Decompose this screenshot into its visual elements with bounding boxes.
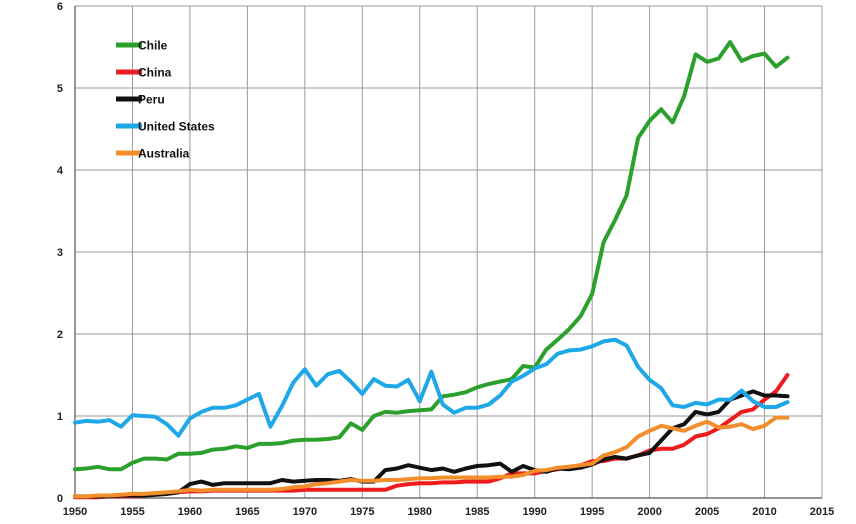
y-tick-label: 5 xyxy=(57,83,63,95)
legend: Chile China Peru United States Australia xyxy=(116,39,215,161)
x-tick-label: 2010 xyxy=(752,506,776,518)
legend-label-chile: Chile xyxy=(138,39,168,53)
series-line-united-states xyxy=(73,337,790,438)
legend-label-peru: Peru xyxy=(138,93,165,107)
axes xyxy=(74,6,822,499)
x-axis-ticks: 1950 1955 1960 1965 1970 1975 1980 1985 1990 1995… xyxy=(63,506,834,518)
x-tick-label: 1990 xyxy=(522,506,546,518)
x-tick-label: 1970 xyxy=(293,506,317,518)
x-tick-label: 2000 xyxy=(637,506,661,518)
grid xyxy=(74,5,823,499)
legend-label-australia: Australia xyxy=(138,147,190,161)
y-tick-label: 6 xyxy=(57,1,63,13)
y-axis-ticks: 0 1 2 3 4 5 6 xyxy=(57,1,64,505)
x-tick-label: 1975 xyxy=(350,506,374,518)
y-tick-label: 2 xyxy=(57,329,63,341)
y-tick-label: 1 xyxy=(57,411,63,423)
y-tick-label: 4 xyxy=(57,165,64,177)
x-tick-label: 2005 xyxy=(695,506,719,518)
y-tick-label: 0 xyxy=(57,493,63,505)
legend-label-united-states: United States xyxy=(138,120,215,134)
x-tick-label: 1995 xyxy=(580,506,604,518)
series-line-peru xyxy=(73,389,790,499)
x-tick-label: 1965 xyxy=(235,506,259,518)
x-tick-label: 1980 xyxy=(408,506,432,518)
x-tick-label: 1955 xyxy=(120,506,144,518)
series-line-chile xyxy=(73,40,790,472)
x-tick-label: 1960 xyxy=(178,506,202,518)
x-tick-label: 2015 xyxy=(810,506,834,518)
x-tick-label: 1950 xyxy=(63,506,87,518)
legend-label-china: China xyxy=(138,66,172,80)
series-line-australia xyxy=(73,415,790,499)
x-tick-label: 1985 xyxy=(465,506,489,518)
y-tick-label: 3 xyxy=(57,247,63,259)
series-lines xyxy=(73,40,790,500)
